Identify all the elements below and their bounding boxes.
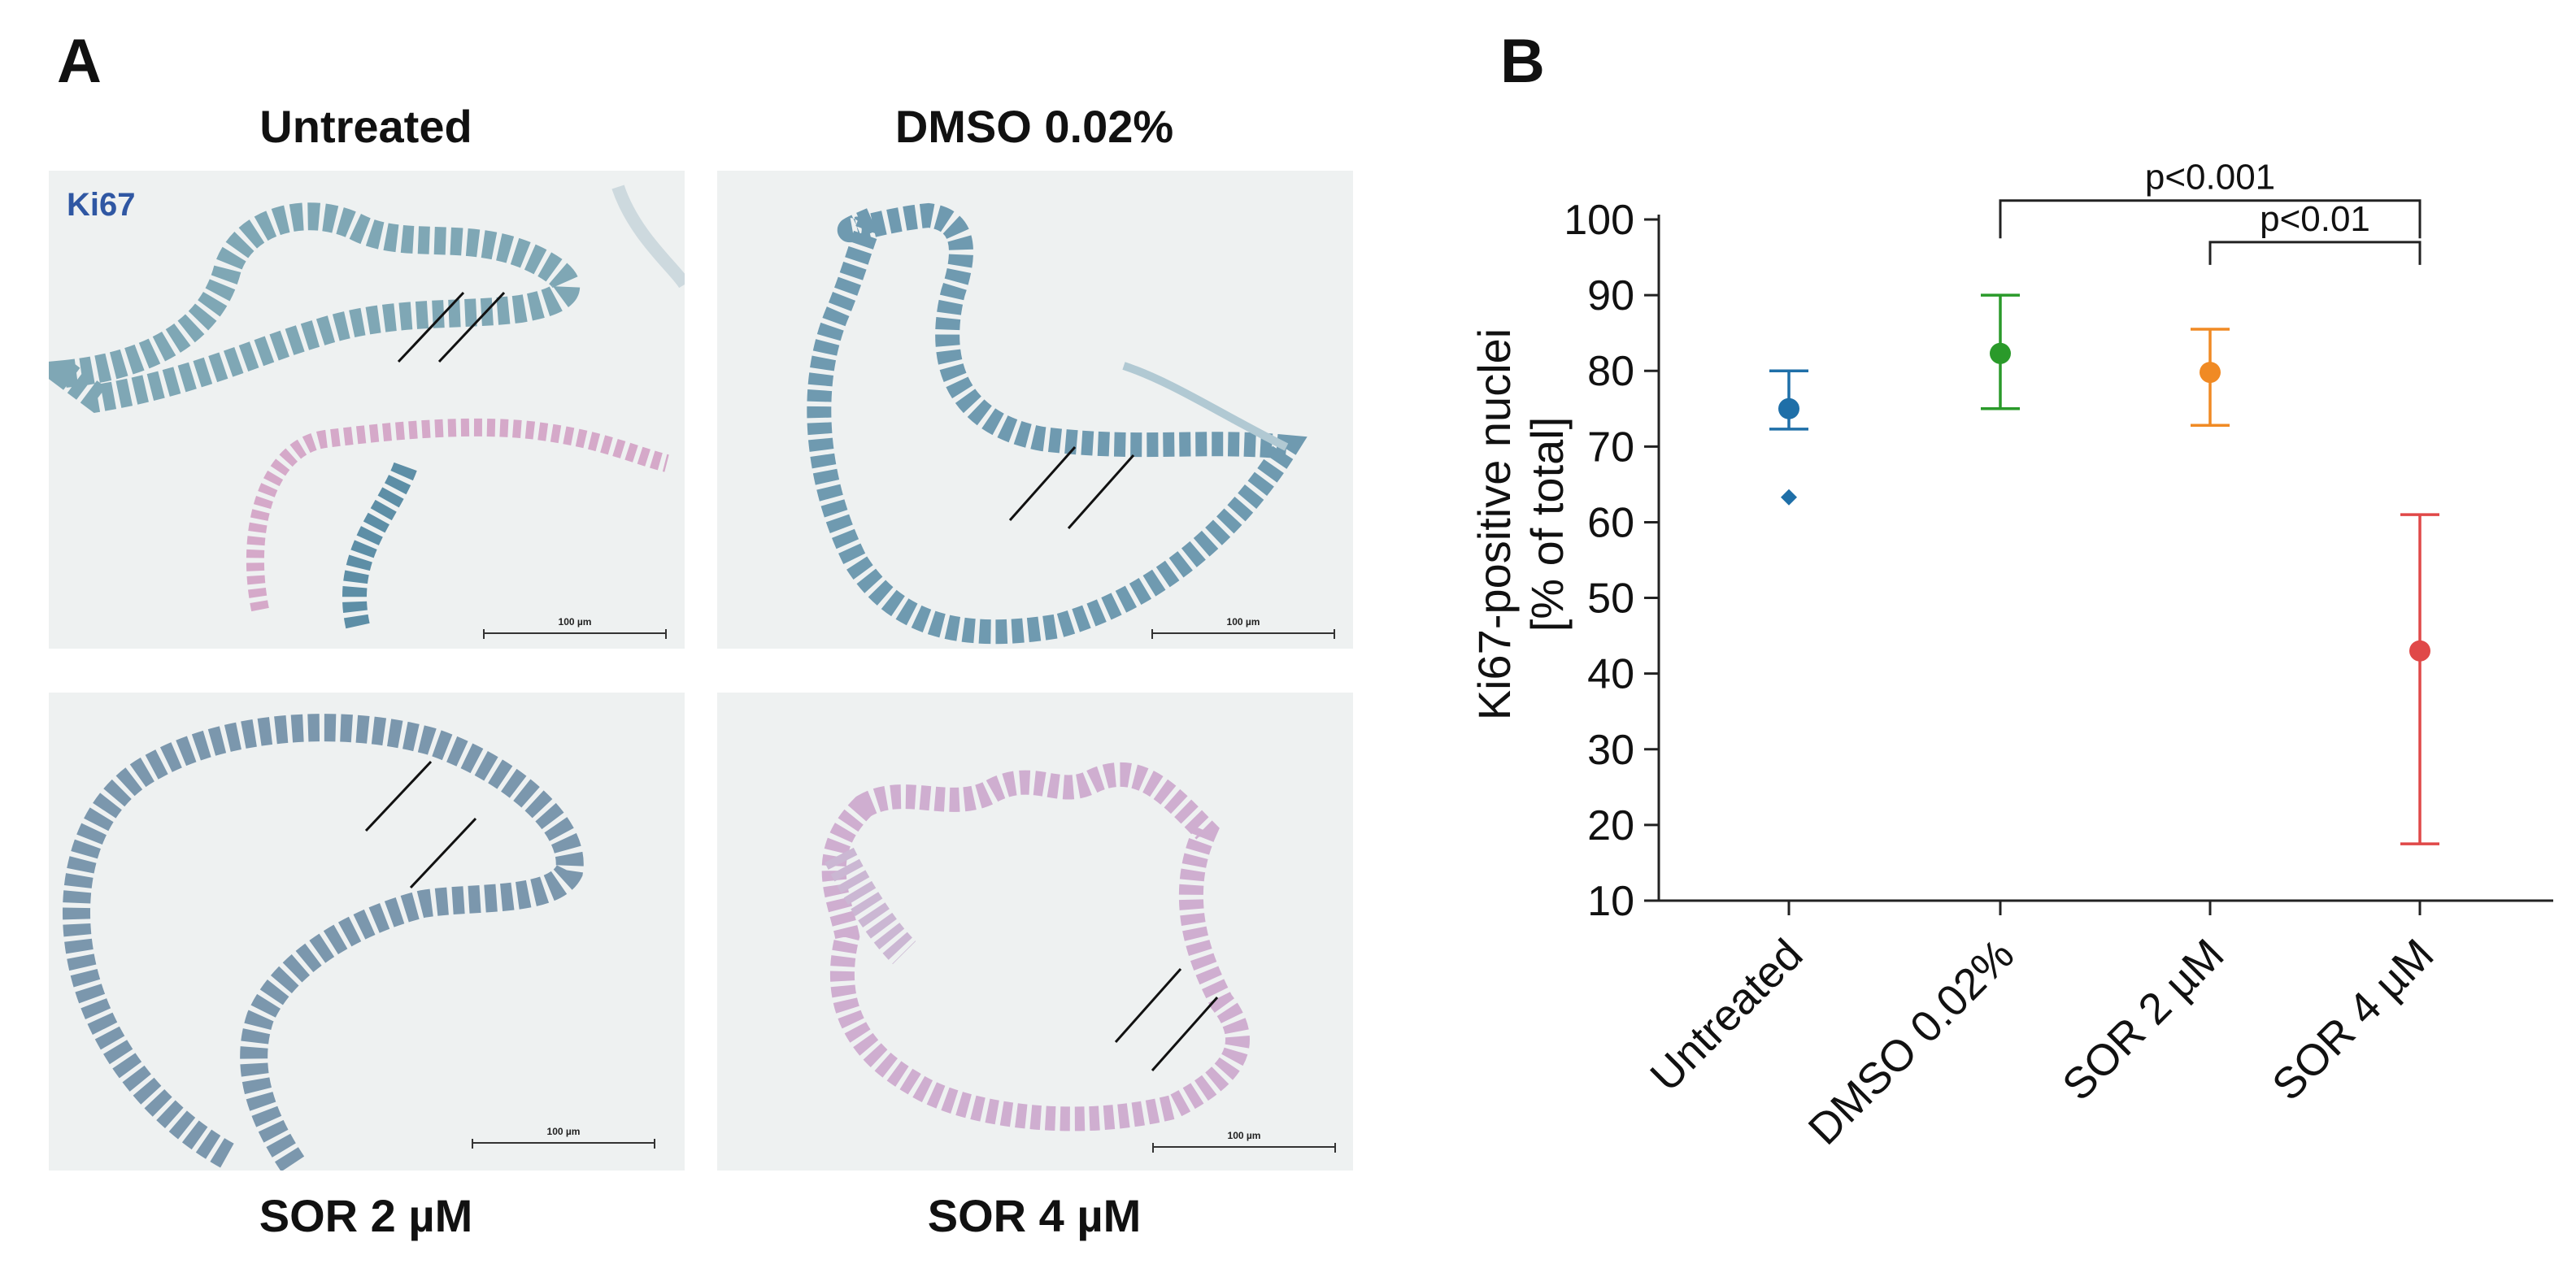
outlier-point <box>1781 489 1797 506</box>
scale-bar-label: 100 µm <box>558 616 592 628</box>
x-tick-label: DMSO 0.02% <box>1799 930 2024 1154</box>
tissue-illustration <box>821 762 1250 1131</box>
mean-point <box>2200 362 2221 384</box>
y-tick-label: 10 <box>1587 878 1634 925</box>
caption-dmso: DMSO 0.02% <box>894 101 1174 152</box>
x-tick-label: SOR 2 µM <box>2053 930 2233 1110</box>
y-tick-label: 50 <box>1587 576 1634 623</box>
significance-bracket <box>2208 241 2422 265</box>
scale-bar: 100 µm <box>472 1126 655 1149</box>
panel-a-label: A <box>57 27 102 96</box>
micrograph-dmso: 100 µm <box>717 171 1353 649</box>
stain-label: Ki67 <box>67 187 136 223</box>
significance-bracket <box>1999 199 2422 239</box>
tissue-illustration <box>49 185 685 629</box>
scale-bar: 100 µm <box>483 616 667 639</box>
significance-label: p<0.01 <box>2260 199 2370 239</box>
mean-point <box>1778 397 1799 419</box>
scale-bar-label: 100 µm <box>1227 1130 1261 1141</box>
x-tick-label: Untreated <box>1641 930 1812 1101</box>
y-tick-label: 60 <box>1587 499 1634 546</box>
tissue-illustration <box>807 195 1308 645</box>
scale-bar-label: 100 µm <box>1226 616 1260 628</box>
y-tick-label: 40 <box>1587 651 1634 698</box>
caption-untreated: Untreated <box>259 101 472 152</box>
y-tick-label: 20 <box>1587 802 1634 849</box>
y-tick-label: 80 <box>1587 348 1634 395</box>
micrograph-sor2: 100 µm <box>49 693 685 1171</box>
y-tick-label: 30 <box>1587 727 1634 774</box>
y-tick-label: 70 <box>1587 423 1634 471</box>
y-tick-label: 90 <box>1587 272 1634 319</box>
micrograph-untreated: Ki67 100 µm <box>49 171 685 649</box>
x-tick-label: SOR 4 µM <box>2263 930 2443 1110</box>
caption-sor4: SOR 4 µM <box>927 1190 1142 1241</box>
mean-point <box>1990 342 2011 364</box>
scale-bar-label: 100 µm <box>546 1126 581 1137</box>
y-tick-label: 100 <box>1564 197 1634 244</box>
scale-bar: 100 µm <box>1151 616 1335 639</box>
mean-point <box>2409 640 2430 662</box>
panel-b-label: B <box>1500 27 1545 96</box>
scale-bar: 100 µm <box>1152 1130 1336 1153</box>
micrograph-sor4: 100 µm <box>717 693 1353 1171</box>
tissue-illustration <box>63 714 584 1171</box>
significance-label: p<0.001 <box>2145 158 2275 198</box>
caption-sor2: SOR 2 µM <box>259 1190 473 1241</box>
